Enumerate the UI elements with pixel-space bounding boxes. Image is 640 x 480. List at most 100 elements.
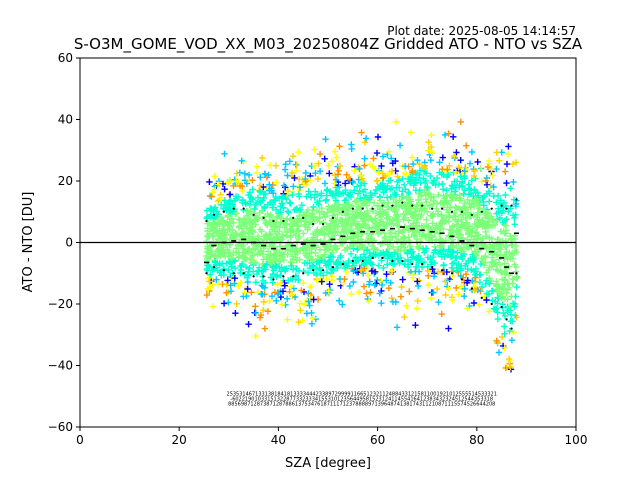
binned-percentile-marker xyxy=(242,272,245,275)
scatter-point xyxy=(351,187,358,194)
scatter-point xyxy=(258,290,265,298)
scatter-point xyxy=(245,229,253,237)
scatter-point xyxy=(386,148,393,155)
scatter-point xyxy=(460,190,467,198)
binned-percentile-marker xyxy=(440,207,444,210)
scatter-point xyxy=(379,180,386,187)
bin-stats-row: 8856987128738712878861375347618711171237… xyxy=(228,401,495,407)
scatter-point xyxy=(422,247,429,255)
scatter-point xyxy=(383,249,391,257)
scatter-point xyxy=(493,199,500,206)
binned-percentile-marker xyxy=(252,275,255,278)
scatter-point xyxy=(385,285,393,292)
binned-percentile-marker xyxy=(470,287,473,290)
scatter-point xyxy=(258,154,266,162)
scatter-point xyxy=(204,245,212,253)
y-tick-label: −40 xyxy=(48,359,73,373)
scatter-point xyxy=(316,259,323,266)
scatter-point xyxy=(412,254,420,261)
scatter-point xyxy=(227,288,235,295)
scatter-point xyxy=(453,149,460,156)
scatter-point xyxy=(451,209,458,217)
scatter-point xyxy=(378,300,385,307)
binned-percentile-marker xyxy=(262,216,265,219)
scatter-point xyxy=(367,289,374,296)
scatter-point xyxy=(374,177,381,184)
scatter-point xyxy=(293,162,300,169)
scatter-point xyxy=(221,186,228,193)
scatter-point xyxy=(484,163,492,171)
scatter-point xyxy=(426,147,434,154)
y-tick-label: 20 xyxy=(58,174,73,188)
binned-percentile-marker xyxy=(341,210,344,213)
scatter-point xyxy=(477,260,485,268)
scatter-point xyxy=(323,275,330,283)
scatter-point xyxy=(467,255,474,263)
scatter-point xyxy=(246,265,253,272)
scatter-point xyxy=(359,222,366,229)
scatter-point xyxy=(203,291,211,299)
scatter-point xyxy=(281,166,289,173)
scatter-point xyxy=(212,186,219,193)
scatter-point xyxy=(412,227,419,234)
scatter-point xyxy=(239,183,246,190)
scatter-point xyxy=(305,298,312,305)
scatter-point xyxy=(310,296,317,303)
scatter-point xyxy=(378,162,385,170)
scatter-point xyxy=(448,252,455,260)
scatter-point xyxy=(470,172,478,180)
scatter-point xyxy=(381,209,388,217)
binned-percentile-marker xyxy=(361,259,364,263)
scatter-point xyxy=(383,221,390,228)
scatter-point xyxy=(461,168,468,175)
scatter-point xyxy=(300,245,307,252)
scatter-point xyxy=(260,256,267,263)
scatter-point xyxy=(373,149,381,157)
scatter-point xyxy=(257,311,265,319)
scatter-point xyxy=(259,283,267,290)
scatter-point xyxy=(484,224,492,231)
scatter-point xyxy=(513,273,521,280)
scatter-point xyxy=(510,329,517,336)
scatter-point xyxy=(342,180,349,187)
scatter-point xyxy=(251,205,258,213)
scatter-point xyxy=(229,227,236,234)
binned-percentile-marker xyxy=(371,256,374,259)
scatter-point xyxy=(471,196,479,204)
scatter-point xyxy=(355,257,362,264)
scatter-point xyxy=(392,230,399,237)
scatter-point xyxy=(473,229,480,236)
scatter-point xyxy=(343,171,350,178)
scatter-point xyxy=(211,258,219,265)
scatter-point xyxy=(313,207,321,215)
scatter-point xyxy=(460,274,467,281)
scatter-point xyxy=(205,220,212,227)
scatter-point xyxy=(249,186,256,193)
scatter-point xyxy=(459,180,466,187)
scatter-point xyxy=(210,207,218,214)
scatter-point xyxy=(502,191,509,199)
scatter-point xyxy=(231,275,238,282)
scatter-point xyxy=(465,231,472,238)
scatter-point xyxy=(277,209,284,216)
scatter-point xyxy=(269,240,277,247)
scatter-point xyxy=(342,212,350,219)
scatter-point xyxy=(442,198,449,205)
scatter-point xyxy=(370,155,377,162)
scatter-point xyxy=(354,229,361,236)
binned-percentile-marker xyxy=(510,327,513,330)
scatter-point xyxy=(266,212,273,220)
scatter-point xyxy=(512,200,520,208)
scatter-point xyxy=(245,321,252,328)
scatter-point xyxy=(287,232,294,240)
scatter-point xyxy=(231,280,238,287)
scatter-point xyxy=(242,263,250,271)
binned-percentile-marker xyxy=(431,207,434,210)
scatter-point xyxy=(492,298,499,305)
scatter-point xyxy=(444,192,451,199)
scatter-point xyxy=(326,281,333,288)
scatter-point xyxy=(207,225,214,233)
x-tick-label: 40 xyxy=(271,433,286,447)
scatter-point xyxy=(415,229,423,236)
scatter-point xyxy=(412,176,419,184)
